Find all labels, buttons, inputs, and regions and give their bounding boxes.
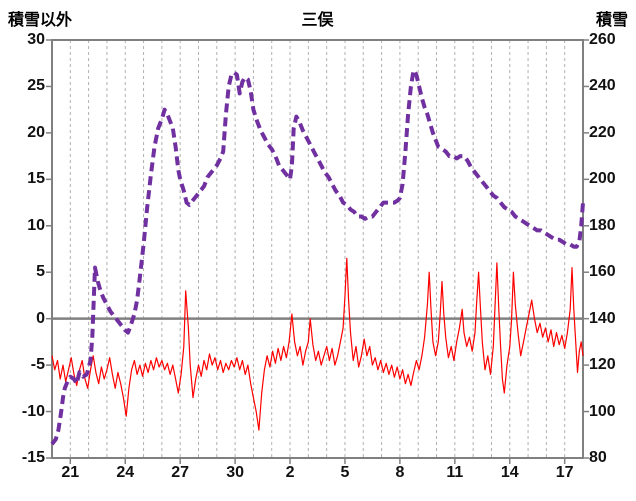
x-tick-label: 27	[171, 464, 190, 481]
x-tick-label: 14	[500, 464, 519, 481]
right-tick-label: 200	[589, 170, 616, 188]
left-tick-label: 0	[36, 309, 45, 327]
right-tick-label: 260	[589, 31, 616, 48]
left-tick-label: 5	[36, 263, 45, 281]
left-axis-title: 積雪以外	[8, 12, 73, 29]
right-tick-label: 240	[589, 77, 616, 95]
left-tick-label: -5	[30, 356, 45, 374]
plot-border	[51, 39, 584, 459]
left-tick-label: -15	[21, 449, 45, 466]
right-tick-label: 120	[589, 356, 616, 374]
right-tick-label: 100	[589, 402, 616, 420]
x-tick-label: 21	[61, 464, 80, 481]
left-tick-label: 30	[27, 31, 45, 48]
chart-title: 三俣	[301, 12, 334, 29]
right-tick-label: 80	[589, 449, 607, 466]
right-axis-title: 積雪	[595, 12, 628, 29]
left-tick-label: 10	[27, 216, 45, 234]
series-temperature-etc	[51, 257, 584, 431]
left-tick-label: 15	[27, 170, 45, 188]
right-tick-label: 180	[589, 216, 616, 234]
left-tick-label: 20	[27, 123, 45, 141]
x-tick-label: 2	[285, 464, 295, 481]
x-tick-label: 17	[555, 464, 574, 481]
right-tick-label: 140	[589, 309, 616, 327]
x-tick-label: 11	[446, 464, 464, 481]
x-tick-label: 30	[226, 464, 244, 481]
right-tick-label: 160	[589, 263, 616, 281]
x-tick-label: 24	[116, 464, 135, 481]
left-tick-label: -10	[21, 402, 45, 420]
right-tick-label: 220	[589, 123, 616, 141]
x-tick-label: 5	[340, 464, 350, 481]
x-tick-label: 8	[395, 464, 405, 481]
left-tick-label: 25	[27, 77, 45, 95]
